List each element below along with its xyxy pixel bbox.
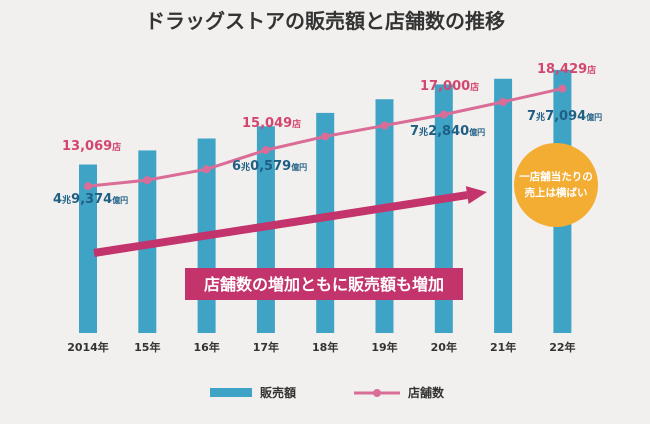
sales-labels: 4兆9,374億円 6兆0,579億円 7兆2,840億円 7兆7,094億円 — [53, 109, 602, 207]
chart-title: ドラッグストアの販売額と店舗数の推移 — [145, 9, 505, 33]
sales-label: 7兆2,840億円 — [410, 124, 485, 139]
trend-arrow-shaft — [93, 191, 468, 257]
x-tick-label: 19年 — [371, 340, 397, 354]
x-tick-labels: 2014年 15年 16年 17年 18年 19年 20年 21年 22年 — [67, 340, 575, 354]
legend-marker-stores — [373, 389, 381, 397]
store-count-label: 18,429店 — [537, 62, 596, 77]
legend-label-sales: 販売額 — [260, 385, 296, 400]
store-count-point — [439, 110, 448, 119]
x-tick-label: 20年 — [431, 340, 457, 354]
store-count-line-group — [84, 84, 567, 191]
legend-swatch-sales — [210, 388, 252, 397]
store-count-point — [380, 121, 389, 130]
trend-arrow-head — [465, 186, 487, 204]
trend-banner — [185, 268, 463, 300]
sales-label: 4兆9,374億円 — [53, 192, 128, 207]
store-count-label: 15,049店 — [242, 116, 301, 131]
store-count-point — [143, 176, 152, 185]
trend-banner-text: 店舗数の増加ともに販売額も増加 — [204, 275, 444, 294]
store-count-label: 13,069店 — [62, 139, 121, 154]
x-tick-label: 2014年 — [67, 340, 109, 354]
store-count-point — [84, 182, 92, 191]
store-count-labels: 13,069店 15,049店 17,000店 18,429店 — [62, 62, 596, 154]
sales-label: 6兆0,579億円 — [232, 159, 307, 174]
note-bubble-text: 売上は横ばい — [525, 186, 588, 199]
store-count-point — [558, 84, 567, 93]
store-count-point — [261, 146, 270, 155]
legend-label-stores: 店舗数 — [408, 385, 445, 400]
x-tick-label: 21年 — [490, 340, 516, 354]
legend: 販売額 店舗数 — [210, 385, 445, 400]
note-bubble-text: 一店舗当たりの — [519, 170, 593, 183]
sales-bar — [79, 164, 97, 333]
note-bubble — [514, 143, 598, 227]
x-tick-label: 22年 — [549, 340, 575, 354]
x-tick-label: 16年 — [193, 340, 219, 354]
sales-label: 7兆7,094億円 — [527, 109, 602, 124]
x-tick-label: 15年 — [134, 340, 160, 354]
store-count-point — [499, 97, 508, 106]
store-count-point — [321, 132, 330, 141]
x-tick-label: 18年 — [312, 340, 338, 354]
store-count-label: 17,000店 — [420, 79, 479, 94]
sales-bar — [494, 78, 513, 333]
store-count-point — [202, 165, 211, 174]
x-tick-label: 17年 — [253, 340, 279, 354]
